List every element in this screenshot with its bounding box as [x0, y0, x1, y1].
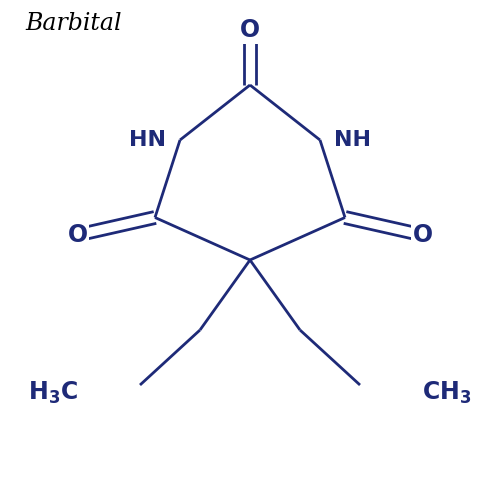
Text: Barbital: Barbital: [25, 12, 122, 36]
Text: $\mathregular{H_3C}$: $\mathregular{H_3C}$: [28, 380, 78, 406]
Text: O: O: [240, 18, 260, 42]
Text: NH: NH: [334, 130, 371, 150]
Text: O: O: [412, 223, 432, 247]
Text: $\mathregular{CH_3}$: $\mathregular{CH_3}$: [422, 380, 472, 406]
Text: HN: HN: [129, 130, 166, 150]
Text: O: O: [68, 223, 87, 247]
